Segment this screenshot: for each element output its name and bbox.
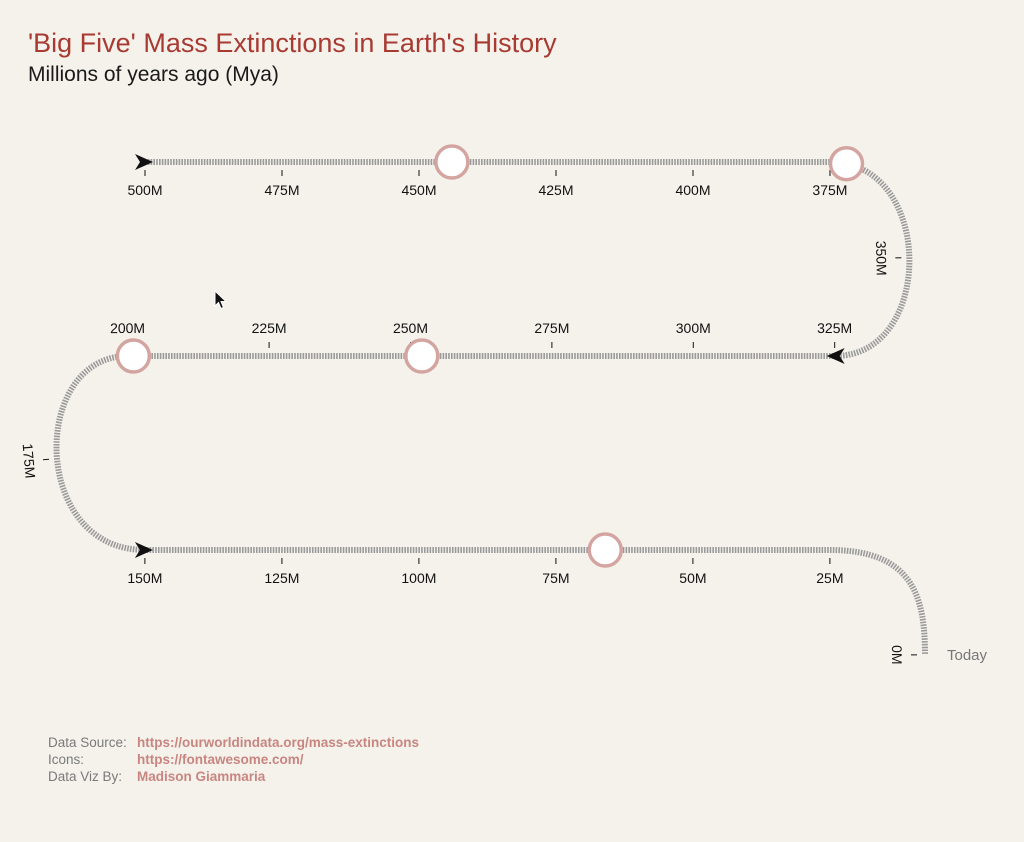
credit-row-author: Data Viz By: Madison Giammaria [48,768,419,785]
chart-subtitle: Millions of years ago (Mya) [28,63,279,86]
credit-key: Icons: [48,752,85,767]
tick-label: 175M [20,443,39,479]
extinction-event-marker [115,338,152,374]
tick-label: 375M [812,182,847,198]
tick-label: 450M [401,182,436,198]
tick-label: 500M [127,182,162,198]
timeline-tick [42,458,50,461]
tick-label: 25M [816,570,843,586]
tick-label: 75M [542,570,569,586]
tick-label: 275M [534,320,569,336]
extinction-event-marker [828,145,865,182]
credit-key: Data Viz By: [48,769,123,784]
credit-row-icons: Icons: https://fontawesome.com/ [48,751,419,768]
icons-link[interactable]: https://fontawesome.com/ [137,752,304,767]
author-name: Madison Giammaria [137,769,266,784]
credit-key: Data Source: [48,735,127,750]
tick-label: 400M [675,182,710,198]
tick-label: 325M [817,320,852,336]
tick-label: 50M [679,570,706,586]
arrow-turn-icon [826,347,845,364]
tick-label: 100M [401,570,436,586]
tick-label: 475M [264,182,299,198]
credits: Data Source: https://ourworldindata.org/… [48,734,419,785]
tick-label: 200M [110,320,145,336]
arrow-turn-icon [134,541,153,558]
mouse-cursor-icon [214,290,228,310]
tick-label: 350M [873,241,890,276]
tick-label: 125M [264,570,299,586]
credit-row-source: Data Source: https://ourworldindata.org/… [48,734,419,751]
tick-label: 0M [889,645,905,664]
chart-title: 'Big Five' Mass Extinctions in Earth's H… [28,28,557,58]
timeline-track [53,159,928,656]
data-source-link[interactable]: https://ourworldindata.org/mass-extincti… [137,735,420,750]
today-label: Today [947,647,988,664]
tick-label: 300M [676,320,711,336]
tick-label: 150M [127,570,162,586]
extinction-event-marker [404,338,440,374]
tick-label: 225M [252,320,287,336]
tick-label: 250M [393,320,428,336]
extinction-event-marker [434,144,470,180]
extinction-event-marker [587,532,623,568]
arrow-start-icon [135,154,153,170]
tick-label: 425M [538,182,573,198]
